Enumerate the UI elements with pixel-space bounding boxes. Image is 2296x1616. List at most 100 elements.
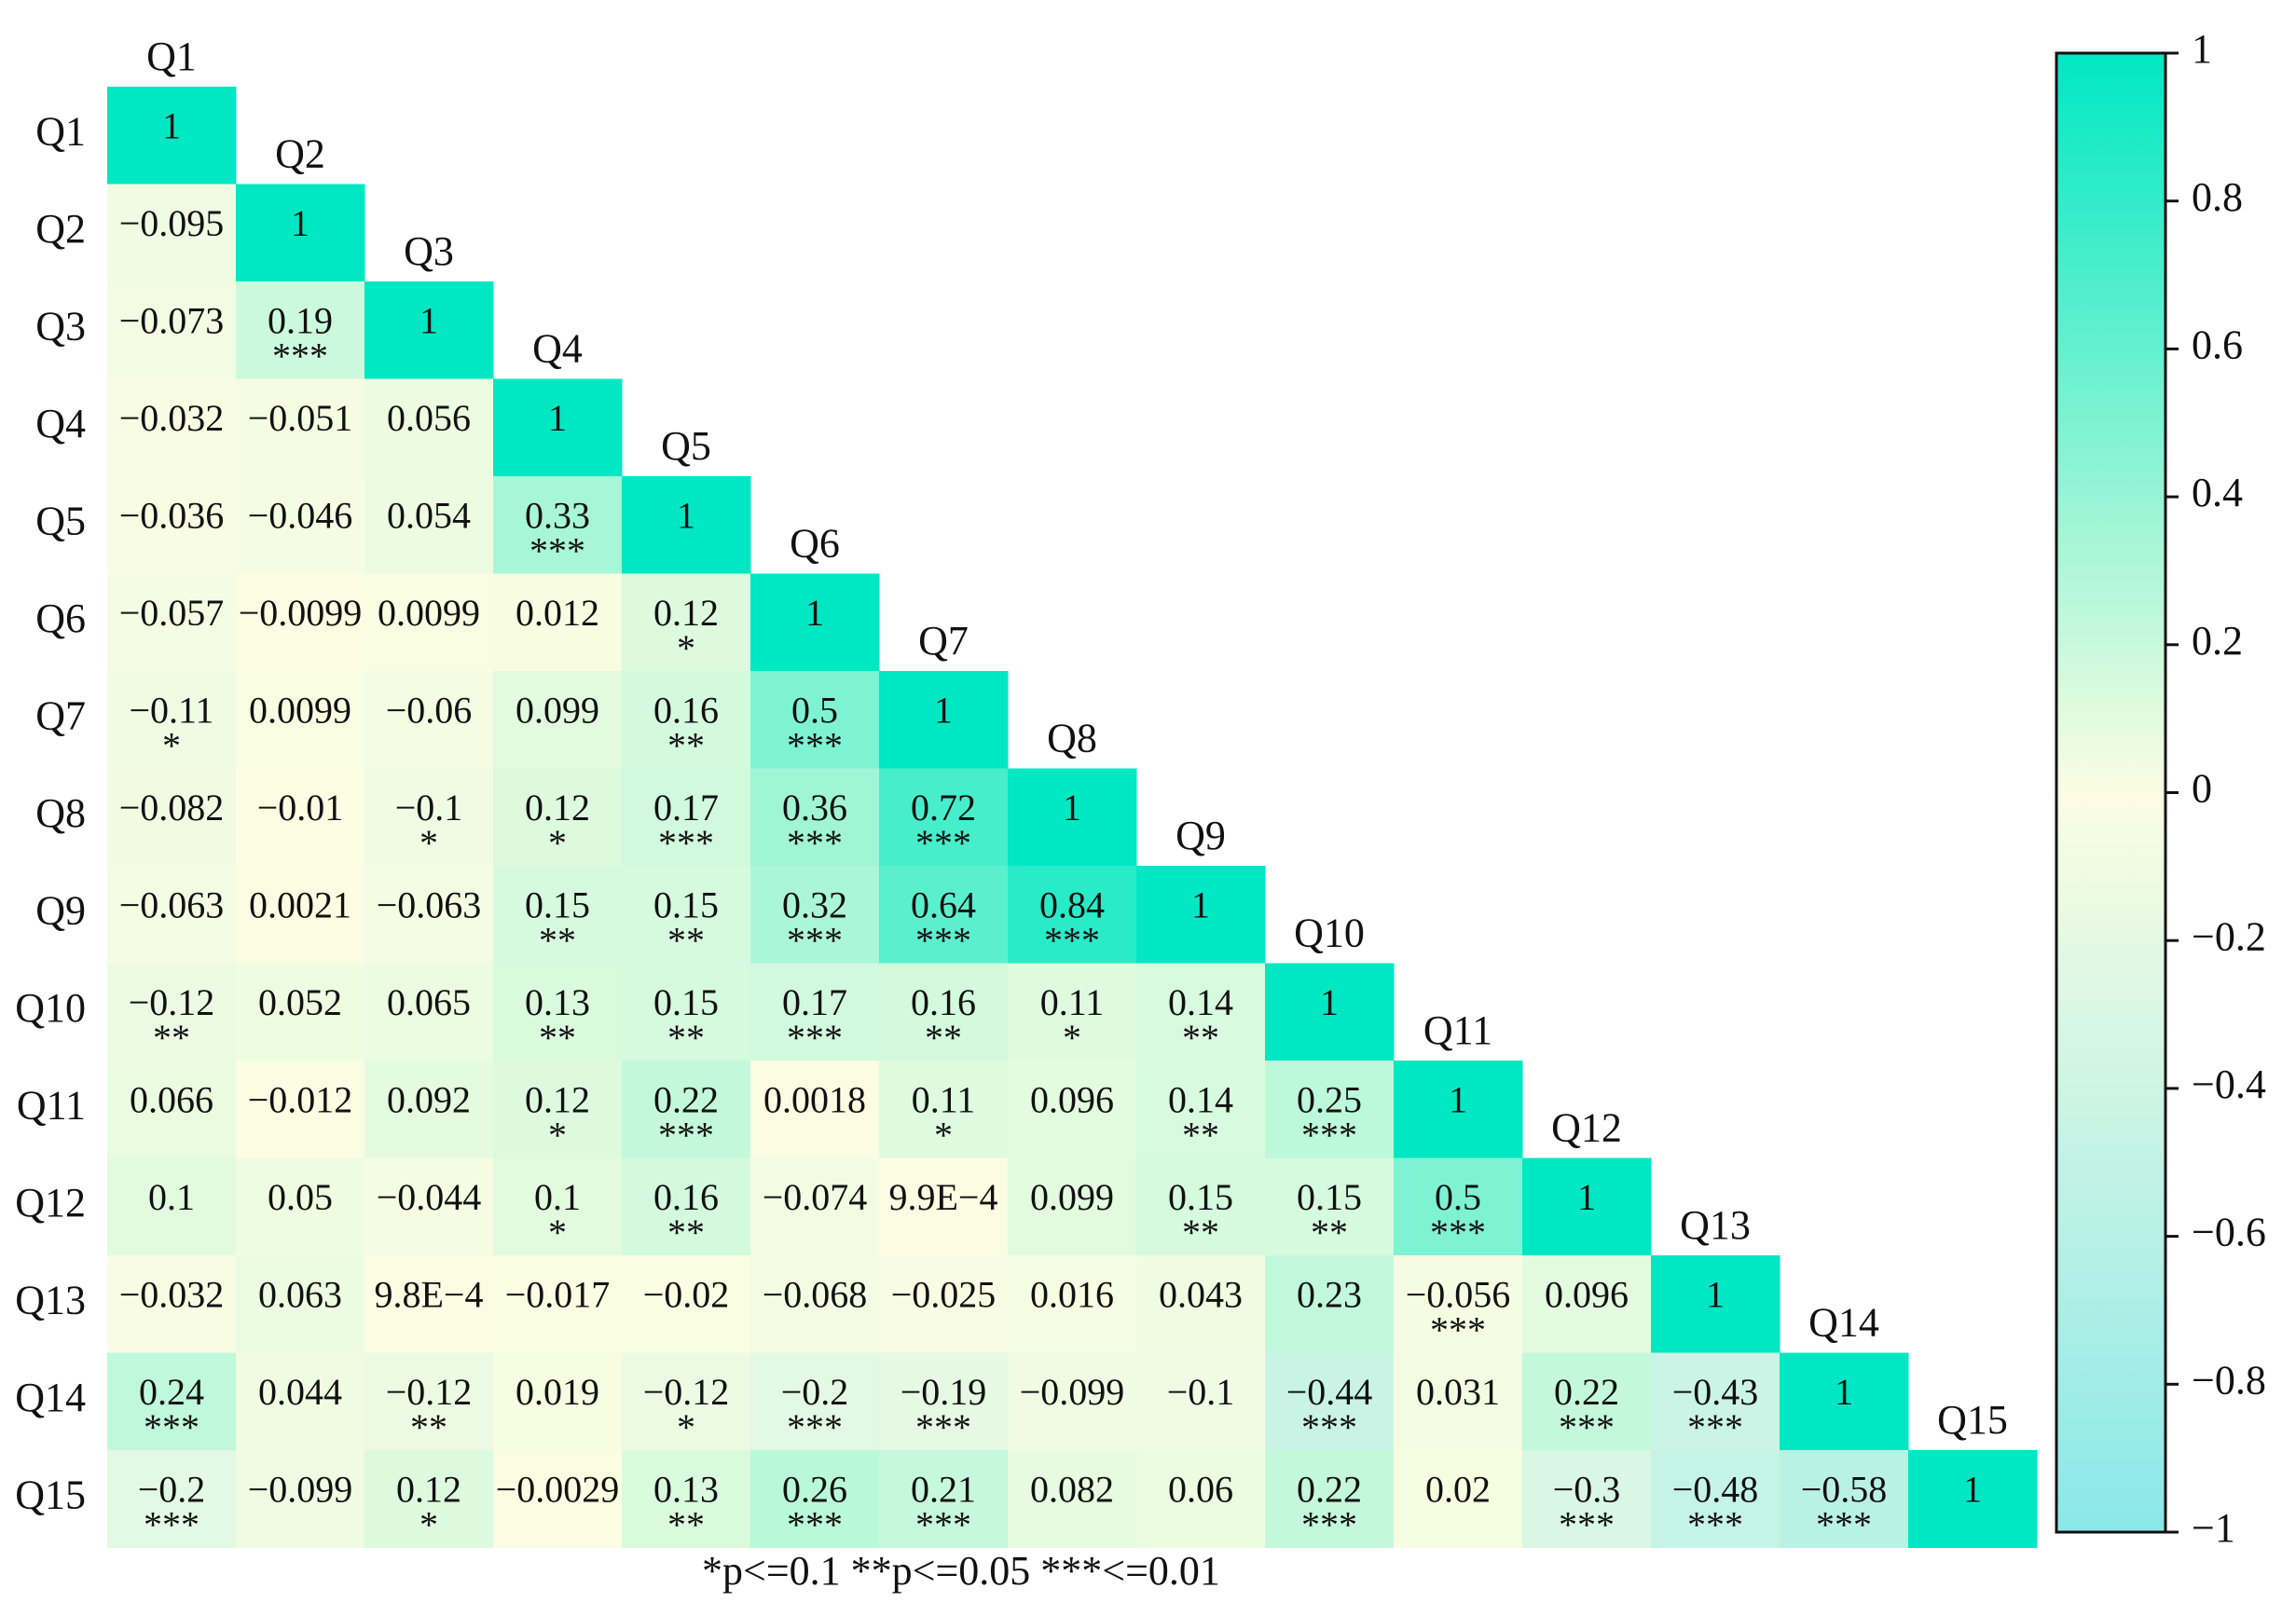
cell-value: 1 — [1063, 787, 1081, 829]
cell-value: −0.032 — [119, 397, 225, 439]
cell-value: 1 — [805, 592, 824, 634]
significance-stars: * — [1063, 1017, 1081, 1059]
cell-value: 0.043 — [1159, 1273, 1243, 1315]
cell-value: 0.099 — [1030, 1176, 1114, 1218]
significance-stars: ** — [667, 1017, 705, 1059]
cell-value: 0.082 — [1030, 1468, 1114, 1510]
cell-value: −0.057 — [119, 592, 225, 634]
cell — [879, 1061, 1009, 1158]
cell-value: −0.2 — [781, 1371, 849, 1413]
cell — [622, 1157, 751, 1256]
colorbar-tick-label: −1 — [2192, 1505, 2235, 1551]
column-label: Q1 — [146, 34, 197, 79]
cell-value: 0.24 — [139, 1371, 204, 1413]
cell-value: −0.063 — [377, 883, 482, 925]
cell — [879, 1450, 1009, 1548]
row-label: Q3 — [35, 303, 86, 349]
cell-value: 0.16 — [653, 1176, 719, 1218]
cell-value: 0.84 — [1039, 883, 1105, 925]
cell-value: 0.016 — [1030, 1273, 1114, 1315]
colorbar-tick-label: −0.6 — [2192, 1210, 2266, 1255]
cell — [879, 1255, 1009, 1353]
column-label: Q10 — [1294, 911, 1365, 956]
cell — [236, 963, 365, 1061]
significance-stars: *** — [144, 1503, 199, 1545]
colorbar-tick-label: 0.2 — [2192, 618, 2243, 664]
cell-value: 0.5 — [791, 689, 838, 731]
cell-value: 0.22 — [1297, 1468, 1362, 1510]
cell — [1651, 1450, 1780, 1548]
cell — [1008, 963, 1137, 1061]
significance-stars: *** — [1301, 1114, 1357, 1156]
cell — [1651, 1255, 1780, 1353]
cell-value: 1 — [1706, 1273, 1725, 1315]
cell — [750, 768, 880, 867]
cell — [1136, 1157, 1266, 1256]
cell — [879, 963, 1009, 1061]
cell-value: −0.056 — [1406, 1273, 1511, 1315]
cell-value: 0.031 — [1416, 1371, 1500, 1413]
column-label: Q6 — [790, 521, 840, 567]
cell — [493, 1061, 623, 1158]
cell-value: −0.11 — [129, 689, 213, 731]
cell-value: 1 — [419, 299, 438, 341]
cell-value: −0.3 — [1553, 1468, 1621, 1510]
cell-value: 1 — [677, 494, 695, 536]
cell-value: −0.1 — [1167, 1371, 1235, 1413]
cell-value: 0.16 — [653, 689, 719, 731]
cell-value: 0.32 — [782, 883, 847, 925]
significance-stars: *** — [1430, 1212, 1486, 1253]
cell — [236, 476, 365, 574]
cell — [364, 1450, 494, 1548]
cell-value: 0.15 — [1168, 1176, 1233, 1218]
cell — [236, 671, 365, 769]
cell-value: 0.052 — [258, 981, 342, 1023]
cell-value: −0.02 — [643, 1273, 730, 1315]
cell-value: 1 — [934, 689, 953, 731]
cell — [1136, 963, 1266, 1061]
significance-stars: ** — [667, 1212, 705, 1253]
cell — [107, 1061, 237, 1158]
cell — [107, 963, 237, 1061]
cell-value: 0.17 — [653, 787, 719, 829]
significance-stars: *** — [1301, 1406, 1357, 1448]
cell — [1008, 1157, 1137, 1256]
cell-value: 0.22 — [653, 1078, 719, 1120]
column-label: Q8 — [1047, 716, 1097, 761]
cell-value: −0.044 — [377, 1176, 482, 1218]
cell-value: −0.032 — [119, 1273, 225, 1315]
column-label: Q13 — [1680, 1202, 1751, 1248]
cell-value: 0.099 — [516, 689, 599, 731]
significance-stars: *** — [1559, 1503, 1615, 1545]
cell — [364, 671, 494, 769]
cell — [236, 1157, 365, 1256]
cell — [1394, 1352, 1523, 1451]
cell-value: −0.0029 — [496, 1468, 620, 1510]
cell — [364, 1255, 494, 1353]
cell-value: 0.15 — [1297, 1176, 1362, 1218]
cell-value: −0.099 — [248, 1468, 353, 1510]
cell-value: 0.21 — [911, 1468, 976, 1510]
cell — [622, 866, 751, 964]
cell-value: 0.0021 — [249, 883, 351, 925]
cell — [364, 768, 494, 867]
significance-stars: ** — [153, 1017, 190, 1059]
significance-stars: *** — [529, 529, 585, 571]
column-label: Q14 — [1808, 1300, 1879, 1346]
cell-value: 0.019 — [516, 1371, 599, 1413]
column-label: Q3 — [404, 228, 454, 274]
cell-value: −0.051 — [248, 397, 353, 439]
cell — [1008, 1255, 1137, 1353]
cell — [364, 573, 494, 672]
cell — [107, 281, 237, 379]
cell — [622, 1352, 751, 1451]
cell-value: 1 — [1835, 1371, 1853, 1413]
cell — [236, 1061, 365, 1158]
cell-value: 0.19 — [268, 299, 333, 341]
cell-value: 0.02 — [1425, 1468, 1491, 1510]
cell — [1265, 1255, 1395, 1353]
cell — [1908, 1450, 2038, 1548]
cell — [1008, 768, 1137, 867]
significance-stars: ** — [539, 1017, 576, 1059]
